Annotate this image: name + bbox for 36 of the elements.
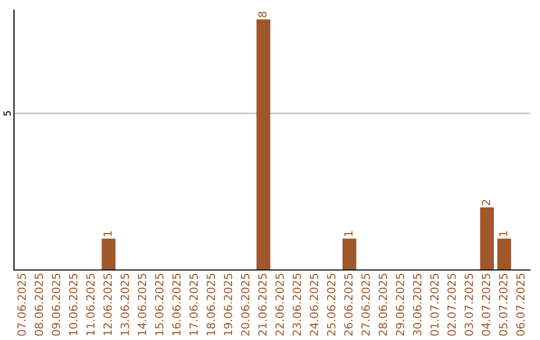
- y-tick-label: 5: [4, 111, 11, 116]
- x-tick-label: 29.06.2025: [396, 274, 404, 336]
- x-tick-label: 20.06.2025: [241, 274, 250, 336]
- x-tick-label: 19.06.2025: [224, 274, 232, 336]
- x-tick-label: 28.06.2025: [378, 274, 388, 336]
- x-tick-label: 25.06.2025: [327, 274, 336, 336]
- x-tick-label: 04.07.2025: [482, 274, 490, 336]
- x-tick-label: 22.06.2025: [275, 274, 284, 336]
- x-tick-label: 17.06.2025: [189, 274, 198, 336]
- x-tick-label: 07.06.2025: [17, 274, 26, 336]
- x-tick-label: 30.06.2025: [413, 274, 422, 336]
- x-tick-label: 13.06.2025: [120, 274, 130, 336]
- x-tick-label: 06.07.2025: [516, 274, 525, 336]
- x-tick-label: 16.06.2025: [172, 274, 181, 336]
- x-tick-label: 14.06.2025: [138, 274, 146, 336]
- x-tick-label: 11.06.2025: [86, 274, 95, 336]
- data-label: 2: [482, 200, 490, 206]
- x-tick-label: 05.07.2025: [499, 274, 508, 336]
- data-label: 1: [344, 231, 352, 236]
- x-tick-label: 27.06.2025: [361, 274, 370, 336]
- x-tick-label: 09.06.2025: [52, 274, 60, 336]
- x-tick-label: 02.07.2025: [447, 274, 456, 336]
- x-tick-label: 24.06.2025: [310, 274, 318, 336]
- x-tick-label: 08.06.2025: [34, 274, 44, 336]
- x-tick-label: 23.06.2025: [292, 274, 302, 336]
- x-tick-label: 18.06.2025: [206, 274, 216, 336]
- data-label: 1: [499, 231, 508, 236]
- x-tick-label: 15.06.2025: [155, 274, 164, 336]
- x-tick-label: 03.07.2025: [464, 274, 474, 336]
- x-tick-label: 21.06.2025: [258, 274, 267, 336]
- data-label: 1: [104, 231, 112, 236]
- x-tick-label: 26.06.2025: [344, 274, 353, 336]
- x-tick-label: 12.06.2025: [103, 274, 112, 336]
- data-label: 8: [258, 12, 267, 18]
- x-tick-label: 10.06.2025: [69, 274, 78, 336]
- x-tick-label: 01.07.2025: [430, 274, 439, 336]
